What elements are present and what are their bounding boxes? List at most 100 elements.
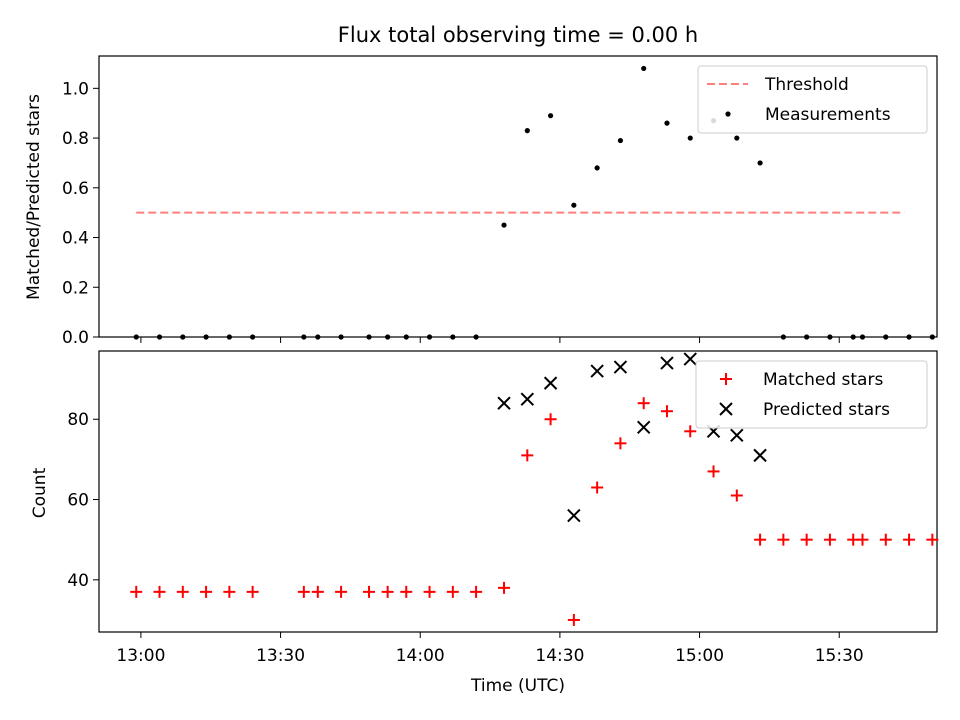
measurement-point xyxy=(859,334,866,340)
bottom-y-tick-label: 40 xyxy=(67,571,89,591)
matched-stars-point xyxy=(567,613,580,626)
bottom-legend-box xyxy=(695,360,928,429)
bottom-y-axis-label: Count xyxy=(30,467,50,518)
measurement-point xyxy=(804,334,810,340)
top-y-tick-label: 0.0 xyxy=(62,328,89,348)
measurement-point xyxy=(450,334,456,340)
measurement-point xyxy=(664,120,670,126)
measurement-point xyxy=(338,334,344,340)
matched-stars-point xyxy=(246,585,259,598)
legend-matched-swatch xyxy=(720,373,732,385)
measurement-point xyxy=(133,334,139,340)
matched-stars-point xyxy=(311,585,324,598)
matched-stars-point xyxy=(223,585,236,598)
x-tick-label: 15:30 xyxy=(815,646,864,666)
measurement-point xyxy=(617,137,624,144)
matched-stars-point xyxy=(153,585,166,598)
matched-stars-point xyxy=(879,533,892,546)
predicted-stars-point xyxy=(497,396,511,410)
predicted-stars-point xyxy=(660,356,674,370)
measurement-point xyxy=(524,128,530,134)
matched-stars-point xyxy=(381,585,394,598)
predicted-stars-point xyxy=(730,428,744,443)
chart-title: Flux total observing time = 0.00 h xyxy=(338,23,698,47)
measurement-point xyxy=(426,334,433,340)
matched-stars-point xyxy=(660,405,673,418)
measurement-point xyxy=(906,334,912,340)
measurement-point xyxy=(501,222,507,228)
bottom-plot-frame xyxy=(98,350,938,633)
matched-stars-point xyxy=(591,481,604,494)
matched-stars-point xyxy=(637,397,650,410)
measurement-point xyxy=(734,135,740,141)
measurement-point xyxy=(203,334,209,340)
measurement-point xyxy=(315,334,321,340)
matched-stars-point xyxy=(176,585,189,598)
x-tick-label: 13:00 xyxy=(116,646,165,666)
bottom-y-tick-label: 60 xyxy=(67,491,89,511)
legend-matched-label: Matched stars xyxy=(763,370,883,390)
top-y-tick-label: 1.0 xyxy=(62,79,89,99)
measurement-point xyxy=(687,135,693,141)
predicted-stars-point xyxy=(683,352,697,366)
top-legend-box xyxy=(697,65,928,134)
matched-stars-point xyxy=(400,585,413,598)
x-tick-label: 14:30 xyxy=(535,646,584,666)
top-y-tick-label: 0.4 xyxy=(62,229,89,249)
matched-stars-point xyxy=(800,533,813,546)
matched-stars-point xyxy=(130,585,143,598)
top-plot-frame xyxy=(98,55,938,338)
top-y-tick-label: 0.2 xyxy=(62,278,89,298)
measurement-point xyxy=(780,334,786,340)
matched-stars-point xyxy=(903,533,916,546)
measurement-point xyxy=(850,334,856,340)
measurement-point xyxy=(366,334,372,340)
predicted-stars-point xyxy=(543,376,558,390)
legend-measurements-swatch xyxy=(725,111,731,117)
measurement-point xyxy=(403,334,409,340)
matched-stars-point xyxy=(470,585,483,598)
measurement-point xyxy=(757,160,763,166)
legend-predicted-swatch xyxy=(719,402,733,416)
measurement-point xyxy=(250,334,256,340)
top-plot: 0.0 0.2 0.4 0.6 0.8 1.0 xyxy=(62,55,938,348)
measurement-point xyxy=(226,334,232,340)
top-y-axis-label: Matched/Predicted stars xyxy=(24,94,44,300)
measurement-point xyxy=(571,202,577,208)
matched-stars-point xyxy=(684,425,697,438)
matched-stars-point xyxy=(521,449,534,462)
matched-stars-point xyxy=(777,533,790,546)
matched-stars-point xyxy=(926,533,939,546)
measurement-point xyxy=(594,165,600,171)
matched-stars-point xyxy=(335,585,348,598)
bottom-legend: Matched stars Predicted stars xyxy=(695,360,928,429)
matched-stars-point xyxy=(856,533,869,546)
matched-stars-point xyxy=(544,413,557,426)
x-tick-label: 15:00 xyxy=(675,646,724,666)
matched-stars-point xyxy=(498,581,511,594)
predicted-stars-point xyxy=(520,392,535,406)
measurement-point xyxy=(883,334,889,340)
matched-stars-point xyxy=(363,585,376,598)
matched-stars-point xyxy=(823,533,836,546)
predicted-stars-point xyxy=(753,448,767,463)
measurement-point xyxy=(385,334,391,340)
matched-stars-point xyxy=(730,489,743,502)
top-legend: Threshold Measurements xyxy=(697,65,928,134)
measurement-point xyxy=(180,334,186,340)
predicted-stars-point xyxy=(567,508,581,523)
matched-stars-point xyxy=(446,585,459,598)
measurement-point xyxy=(156,334,163,340)
legend-threshold-label: Threshold xyxy=(764,75,849,95)
x-tick-label: 13:30 xyxy=(256,646,305,666)
measurement-point xyxy=(827,334,833,340)
matched-stars-point xyxy=(707,465,720,478)
top-y-tick-label: 0.6 xyxy=(62,179,89,199)
matched-stars-point xyxy=(754,533,767,546)
legend-measurements-label: Measurements xyxy=(765,105,891,125)
top-y-tick-label: 0.8 xyxy=(62,129,89,149)
measurement-point xyxy=(473,334,479,340)
measurement-point xyxy=(929,334,935,340)
measurement-point xyxy=(547,113,554,119)
